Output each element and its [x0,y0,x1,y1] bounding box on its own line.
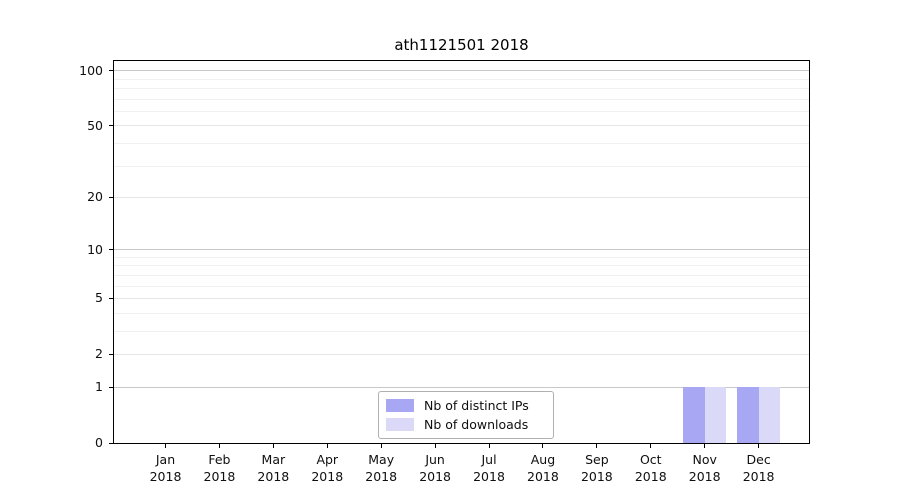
y-tick-label-2: 2 [95,346,103,362]
y-gridline-minor-4 [114,312,809,314]
x-tick-jul [488,444,490,448]
legend-swatch-distinct-ips [386,399,414,412]
x-tick-oct [650,444,652,448]
x-tick-month-jan: Jan [155,452,176,467]
x-tick-label-feb: Feb 2018 [187,451,251,485]
x-tick-month-mar: Mar [261,452,286,467]
y-tick-5 [109,297,113,299]
y-tick-100 [109,70,113,72]
x-tick-nov [704,444,706,448]
x-tick-sep [596,444,598,448]
y-gridline-minor-30 [114,165,809,167]
y-gridline-100 [114,70,809,72]
x-tick-label-jan: Jan 2018 [134,451,198,485]
x-tick-jan [165,444,166,448]
y-gridline-minor-60 [114,110,809,112]
y-gridline-minor-9 [114,256,809,258]
x-tick-month-jul: Jul [481,452,497,467]
x-tick-month-apr: Apr [316,452,339,467]
y-tick-label-50: 50 [87,117,103,133]
x-tick-label-mar: Mar 2018 [241,451,305,485]
x-tick-month-oct: Oct [639,452,662,467]
x-tick-apr [326,444,328,448]
x-tick-year-nov: 2018 [688,469,721,484]
x-tick-label-oct: Oct 2018 [619,451,683,485]
y-gridline-5 [114,297,809,299]
bar-downloads-dec [758,387,781,443]
y-gridline-minor-3 [114,330,809,332]
plot-area [113,60,810,444]
x-tick-month-nov: Nov [692,452,717,467]
bar-downloads-nov [704,387,727,443]
x-tick-label-nov: Nov 2018 [673,451,737,485]
x-tick-year-jun: 2018 [419,469,451,484]
y-tick-label-20: 20 [87,189,103,205]
x-tick-month-aug: Aug [530,452,556,467]
y-gridline-minor-40 [114,142,809,144]
x-tick-dec [758,444,760,448]
x-tick-label-jul: Jul 2018 [457,451,521,485]
y-gridline-minor-7 [114,274,809,276]
y-tick-label-100: 100 [79,62,103,78]
x-tick-label-jun: Jun 2018 [403,451,467,485]
x-tick-label-dec: Dec 2018 [727,451,791,485]
chart-title: ath1121501 2018 [394,36,529,54]
x-tick-label-apr: Apr 2018 [295,451,359,485]
x-tick-year-apr: 2018 [311,469,344,484]
legend-label-distinct-ips: Nb of distinct IPs [424,398,529,413]
x-tick-month-jun: Jun [425,452,445,467]
y-gridline-1 [114,386,809,388]
x-tick-year-dec: 2018 [742,469,775,484]
y-tick-20 [109,196,113,198]
x-tick-year-aug: 2018 [527,469,559,484]
x-tick-mar [272,444,274,448]
y-tick-label-5: 5 [95,290,103,306]
x-tick-year-oct: 2018 [634,469,667,484]
y-tick-label-10: 10 [87,241,103,257]
y-gridline-minor-8 [114,265,809,267]
x-tick-month-feb: Feb [208,452,231,467]
y-gridline-50 [114,125,809,127]
x-tick-month-may: May [368,452,395,467]
x-tick-label-aug: Aug 2018 [511,451,575,485]
y-gridline-20 [114,196,809,198]
x-tick-aug [542,444,544,448]
x-tick-month-sep: Sep [585,452,609,467]
legend-label-downloads: Nb of downloads [424,417,529,432]
y-gridline-minor-80 [114,88,809,90]
x-tick-year-mar: 2018 [257,469,290,484]
x-tick-year-jul: 2018 [473,469,505,484]
x-tick-year-jan: 2018 [149,469,182,484]
legend-swatch-downloads [386,418,414,431]
y-tick-2 [109,353,113,355]
y-tick-50 [109,125,113,127]
y-gridline-minor-70 [114,98,809,100]
y-gridline-10 [114,249,809,251]
bar-distinct-ips-dec [737,387,759,443]
legend-item-distinct-ips: Nb of distinct IPs [386,398,546,413]
legend: Nb of distinct IPs Nb of downloads [378,391,554,439]
x-tick-year-feb: 2018 [203,469,236,484]
y-tick-1 [109,386,113,388]
y-tick-label-0: 0 [95,435,103,450]
y-tick-0 [109,442,113,444]
y-gridline-2 [114,353,809,355]
x-tick-jun [434,444,436,448]
x-tick-may [380,444,382,448]
y-tick-label-1: 1 [95,379,103,395]
y-tick-10 [109,249,113,251]
x-tick-year-sep: 2018 [580,469,613,484]
x-tick-label-may: May 2018 [349,451,413,485]
x-tick-label-sep: Sep 2018 [565,451,629,485]
x-tick-feb [218,444,220,448]
x-tick-year-may: 2018 [365,469,398,484]
y-gridline-minor-6 [114,285,809,287]
y-gridline-minor-90 [114,78,809,80]
bar-distinct-ips-nov [683,387,705,443]
legend-item-downloads: Nb of downloads [386,417,546,432]
x-tick-month-dec: Dec [746,452,771,467]
